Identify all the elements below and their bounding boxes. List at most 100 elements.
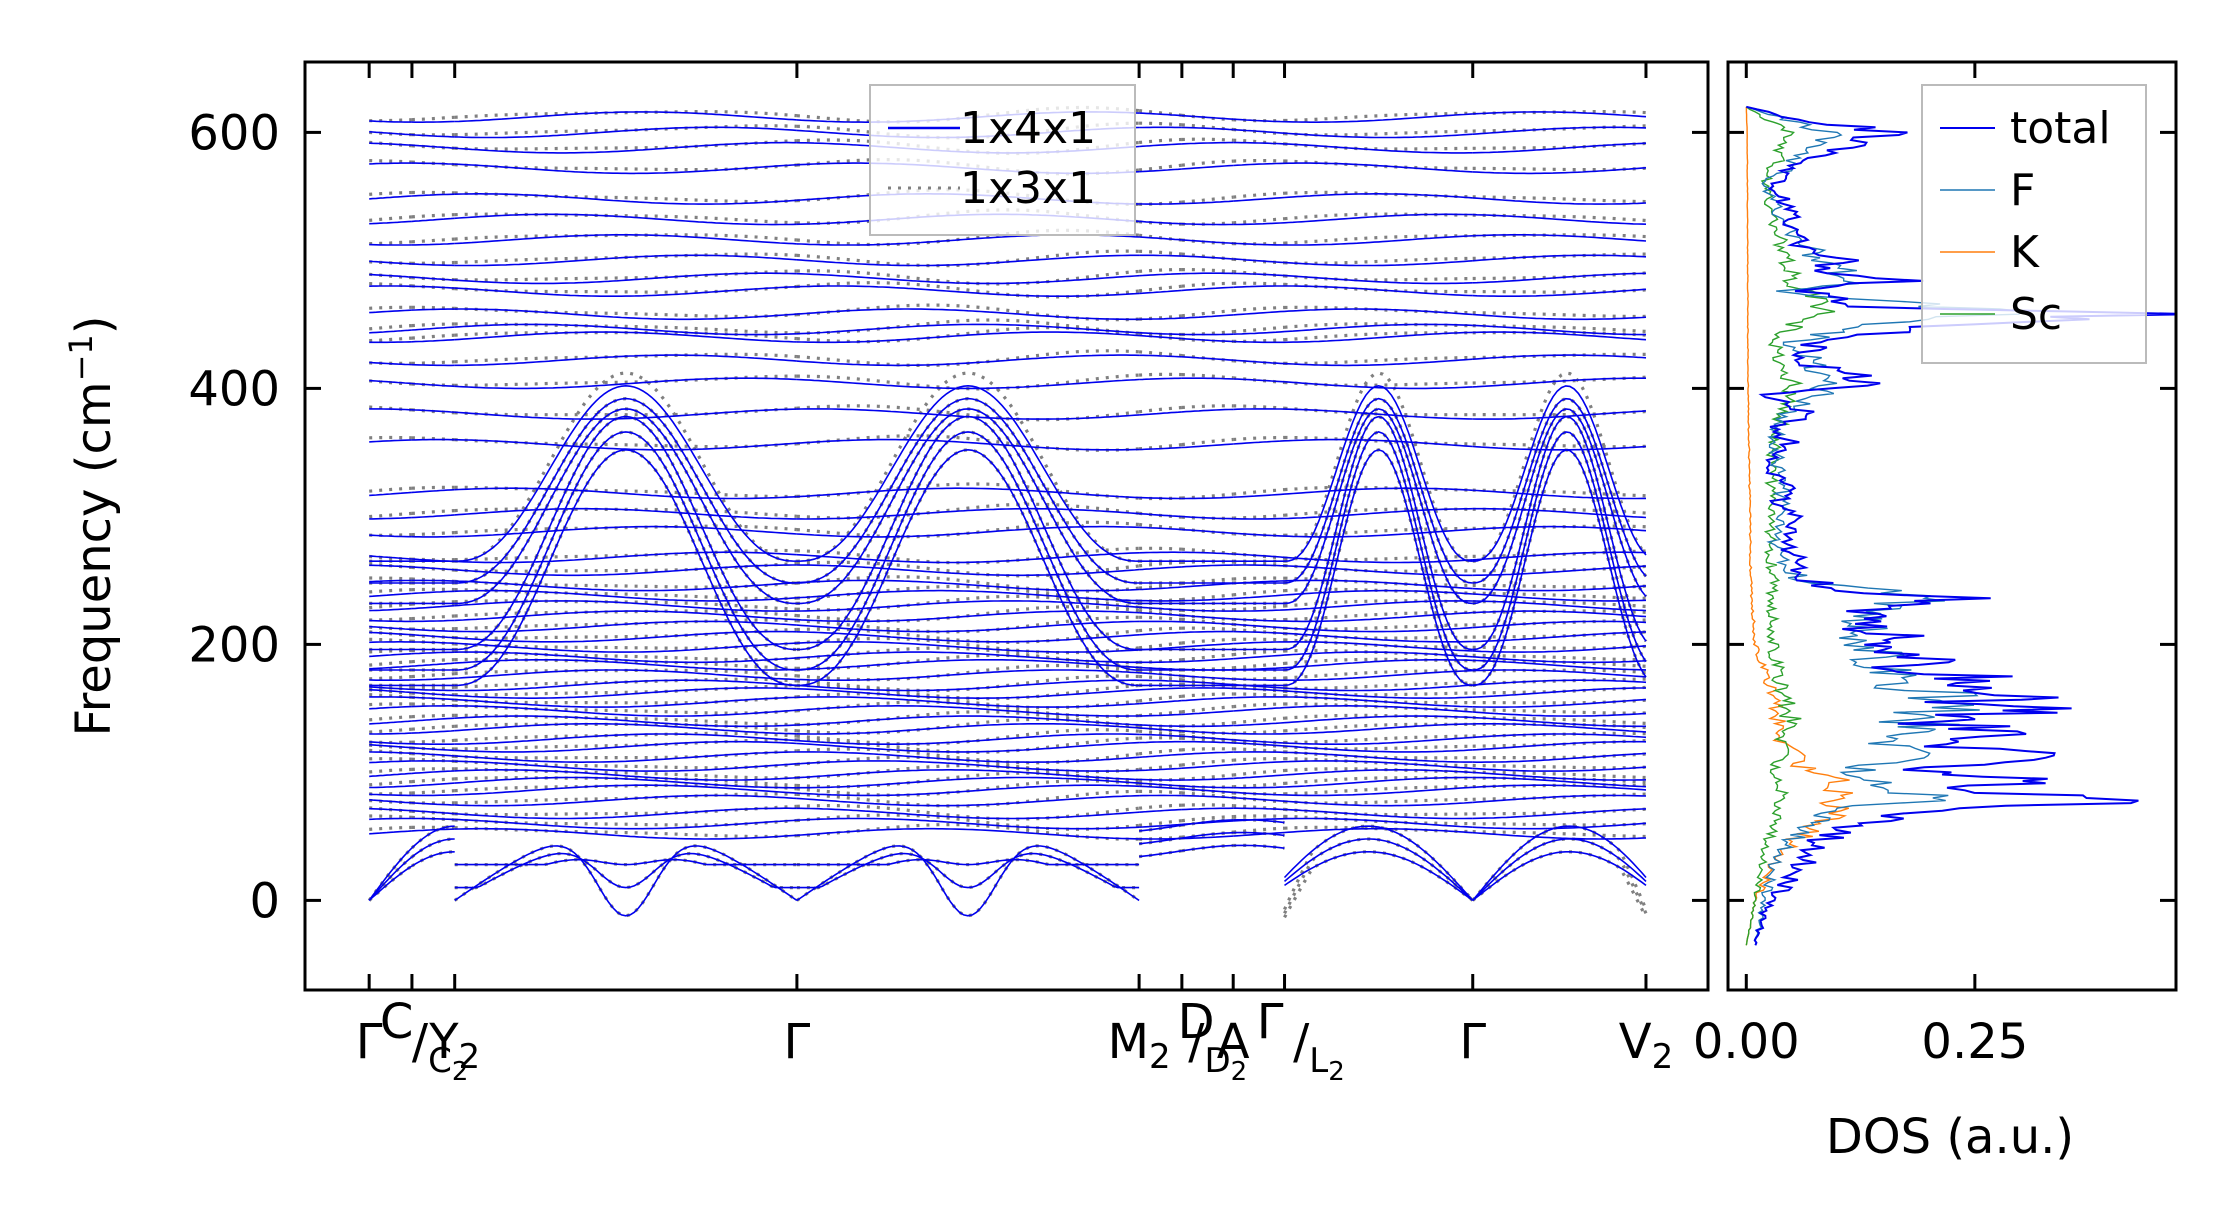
band-line-1x4x1 [1472,698,1647,708]
band-line-1x4x1 [1472,733,1647,739]
hsp-label-sub: 2 [459,1037,481,1077]
band-line-1x3x1 [454,767,797,780]
band-line-1x4x1 [1284,715,1473,724]
hsp-overlap-sub2: 2 [1328,1057,1345,1087]
band-line-1x4x1 [1139,672,1182,677]
band-line-1x4x1 [1284,331,1473,344]
band-arch-1x3x1 [796,371,1140,563]
band-line-1x4x1 [1472,272,1647,284]
band-line-1x3x1 [454,269,797,282]
band-line-1x3x1 [1284,776,1473,785]
band-line-1x4x1 [1284,162,1473,173]
band-line-1x4x1 [1233,196,1285,202]
band-line-1x3x1 [1233,768,1285,777]
band-line-1x4x1 [1233,742,1285,747]
band-line-1x3x1 [369,486,412,493]
band-line-1x4x1 [1139,220,1182,225]
dos-legend-box [1921,84,2147,364]
band-line-1x4x1 [796,331,1140,344]
y-axis-title-tail: ) [66,315,122,334]
band-line-1x4x1 [1181,657,1234,663]
band-line-1x4x1 [1181,696,1234,702]
band-line-1x4x1 [411,382,455,388]
band-acoustic-1x4x1 [368,856,413,901]
hsp-label-sub: 2 [1149,1037,1171,1077]
band-line-1x4x1 [454,659,797,671]
band-acoustic-1x4x1 [411,838,455,858]
band-line-1x4x1 [1233,786,1285,789]
band-line-1x3x1 [796,653,1140,671]
band-line-1x3x1 [796,281,1140,299]
band-line-1x4x1 [369,799,412,804]
band-line-1x3x1 [454,374,797,387]
band-line-1x3x1 [1138,819,1183,827]
band-line-1x3x1 [411,724,455,731]
band-line-1x4x1 [411,691,455,697]
band-line-1x4x1 [796,272,1140,285]
band-line-1x4x1 [1284,358,1473,367]
band-line-1x3x1 [1284,722,1473,733]
band-line-1x4x1 [796,817,1140,830]
band-line-1x3x1 [1139,789,1183,795]
band-line-1x4x1 [411,285,455,289]
band-line-1x3x1 [454,548,797,562]
band-line-1x3x1 [411,672,455,679]
band-line-1x4x1 [1181,763,1234,769]
band-line-1x4x1 [1472,126,1647,135]
band-line-1x3x1 [796,717,1140,735]
band-line-1x4x1 [454,126,797,139]
band-line-1x3x1 [1138,109,1183,117]
band-line-1x3x1 [454,804,797,817]
band-line-1x3x1 [1284,256,1473,265]
band-line-1x3x1 [1181,195,1234,204]
band-line-1x3x1 [369,675,412,681]
band-line-1x4x1 [1284,690,1473,699]
band-line-1x3x1 [1233,757,1285,762]
band-line-1x4x1 [1284,113,1473,123]
band-line-1x4x1 [1139,611,1182,617]
band-line-1x4x1 [369,491,412,497]
band-line-1x4x1 [369,705,412,710]
band-line-1x3x1 [1284,648,1473,657]
band-line-1x4x1 [369,641,412,644]
band-acoustic-1x4x1 [796,858,1140,866]
band-line-1x4x1 [369,732,412,735]
band-line-1x4x1 [1233,310,1285,316]
band-line-1x3x1 [369,757,412,761]
band-line-1x4x1 [1139,254,1182,257]
band-line-1x4x1 [411,802,455,806]
band-line-1x4x1 [369,379,412,385]
band-line-1x3x1 [796,326,1140,344]
band-line-1x4x1 [1233,272,1285,277]
band-line-1x4x1 [1139,823,1182,828]
band-line-1x3x1 [1233,338,1285,343]
band-line-1x4x1 [411,217,455,223]
band-line-1x3x1 [454,163,798,172]
band-line-1x4x1 [1472,354,1647,360]
band-line-1x4x1 [369,220,412,225]
band-line-1x3x1 [1139,121,1182,127]
band-line-1x4x1 [796,285,1140,297]
band-line-1x3x1 [369,637,412,643]
band-line-1x3x1 [1284,814,1473,826]
band-line-1x4x1 [454,286,797,297]
band-line-1x3x1 [1284,322,1473,329]
band-line-1x3x1 [796,482,1140,500]
dos-xtick-label: 0.25 [1921,1014,2028,1070]
band-line-1x4x1 [1233,796,1285,802]
band-line-1x4x1 [1472,410,1647,420]
band-line-1x4x1 [411,794,455,797]
band-line-1x3x1 [369,588,412,594]
band-line-1x3x1 [1233,676,1285,681]
band-line-1x4x1 [454,551,797,564]
band-line-1x4x1 [454,234,797,245]
band-line-1x4x1 [796,807,1140,820]
band-line-1x3x1 [369,814,412,819]
band-line-1x4x1 [411,705,455,708]
band-line-1x4x1 [1472,771,1647,781]
band-line-1x3x1 [1233,729,1285,735]
band-line-1x4x1 [411,338,455,343]
band-line-1x3x1 [1138,284,1183,293]
band-line-1x3x1 [1181,404,1234,410]
band-line-1x3x1 [411,485,455,490]
